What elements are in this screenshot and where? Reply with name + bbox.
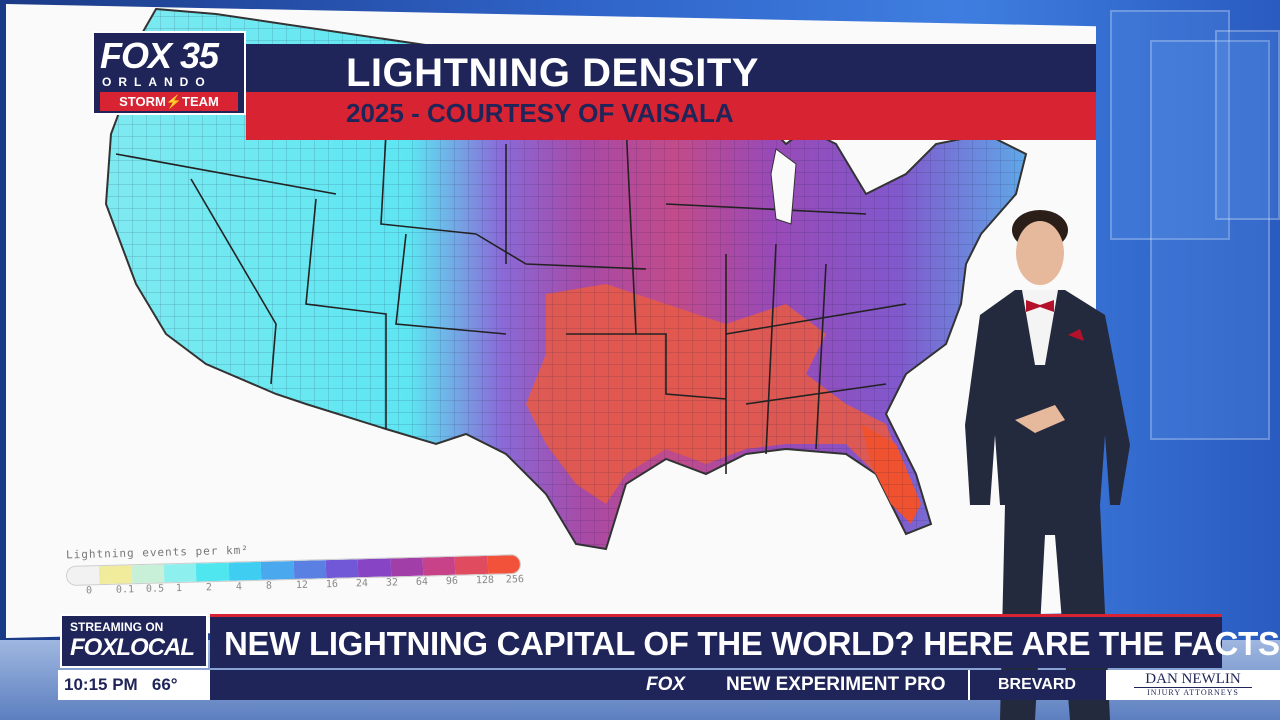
legend-color-segment (422, 556, 456, 576)
presenter-pocket-square (1068, 329, 1084, 341)
legend-color-segment (293, 560, 327, 579)
ticker-county: BREVARD (998, 676, 1076, 693)
legend-tick-label: 0.1 (115, 584, 135, 596)
legend-tick-label: 8 (265, 580, 273, 592)
sponsor-subtitle: INJURY ATTORNEYS (1134, 687, 1252, 697)
lake-michigan (770, 148, 797, 225)
legend-color-segment (260, 561, 294, 580)
legend-tick-label: 128 (475, 574, 495, 587)
map-subtitle: 2025 - COURTESY OF VAISALA (346, 98, 734, 128)
headline-bar: NEW LIGHTNING CAPITAL OF THE WORLD? HERE… (210, 614, 1280, 668)
legend-color-segment (131, 564, 165, 584)
legend-color-segment (66, 566, 100, 585)
legend-color-segment (99, 565, 133, 585)
lightning-density-map (104, 7, 1028, 551)
legend-tick-label: 256 (505, 574, 525, 586)
ticker-scroll-text: NEW EXPERIMENT PRO (726, 674, 946, 695)
stream-top-text: STREAMING ON (70, 620, 164, 634)
sponsor-logo: DAN NEWLIN INJURY ATTORNEYS (1106, 670, 1280, 700)
video-wall-screen: LIGHTNING DENSITY 2025 - COURTESY OF VAI… (6, 4, 1096, 638)
presenter-bowtie (1026, 300, 1054, 312)
legend-tick-label: 4 (235, 581, 243, 593)
streaming-on-fox-local-badge: STREAMING ON FOXLOCAL (60, 614, 208, 668)
legend-color-segment (455, 555, 488, 575)
studio-panel (1150, 40, 1270, 440)
logo-station: FOX 35 (100, 35, 219, 76)
legend-tick-label: 16 (325, 578, 339, 591)
ticker-time: 10:15 PM (64, 675, 138, 694)
legend-color-segment (163, 563, 197, 583)
news-ticker: 10:15 PM 66° FOX NEW EXPERIMENT PRO BREV… (58, 670, 1280, 700)
legend-tick-label: 12 (295, 579, 309, 591)
presenter-hands (1015, 405, 1065, 433)
stream-brand-text: FOXLOCAL (70, 634, 195, 661)
sponsor-name: DAN NEWLIN (1145, 671, 1241, 687)
presenter-face (1016, 221, 1064, 285)
logo-city: ORLANDO (102, 75, 212, 89)
map-title: LIGHTNING DENSITY (346, 51, 759, 95)
legend-color-segment (196, 562, 230, 582)
legend-tick-label: 0 (85, 585, 93, 597)
fox35-storm-team-logo: FOX 35 ORLANDO STORM⚡TEAM (92, 31, 246, 115)
legend-tick-label: 24 (355, 578, 369, 590)
ticker-divider (968, 670, 970, 700)
legend-color-segment (390, 557, 424, 577)
ticker-temperature: 66° (151, 675, 178, 694)
logo-team: STORM⚡TEAM (100, 92, 238, 111)
legend-tick-label: 32 (385, 577, 399, 589)
legend-tick-label: 0.5 (145, 583, 165, 595)
legend-tick-label: 2 (205, 582, 213, 594)
presenter-jacket (965, 290, 1130, 505)
legend-color-segment (357, 558, 391, 578)
ticker-time-temp: 10:15 PM 66° (58, 670, 210, 700)
studio-panel (1215, 30, 1280, 220)
legend-color-segment (487, 555, 521, 574)
legend-tick-label: 1 (175, 582, 183, 595)
legend-tick-label: 96 (445, 575, 459, 588)
legend-color-segment (325, 559, 359, 579)
legend-tick-label: 64 (415, 576, 429, 588)
legend-color-segment (228, 561, 262, 581)
header-red-bar (246, 92, 1096, 140)
ticker-network-logo: FOX (646, 674, 686, 695)
state-borders (115, 123, 907, 474)
headline-text: NEW LIGHTNING CAPITAL OF THE WORLD? HERE… (224, 625, 1280, 662)
header-navy-bar (246, 44, 1096, 92)
studio-panel (1110, 10, 1230, 240)
